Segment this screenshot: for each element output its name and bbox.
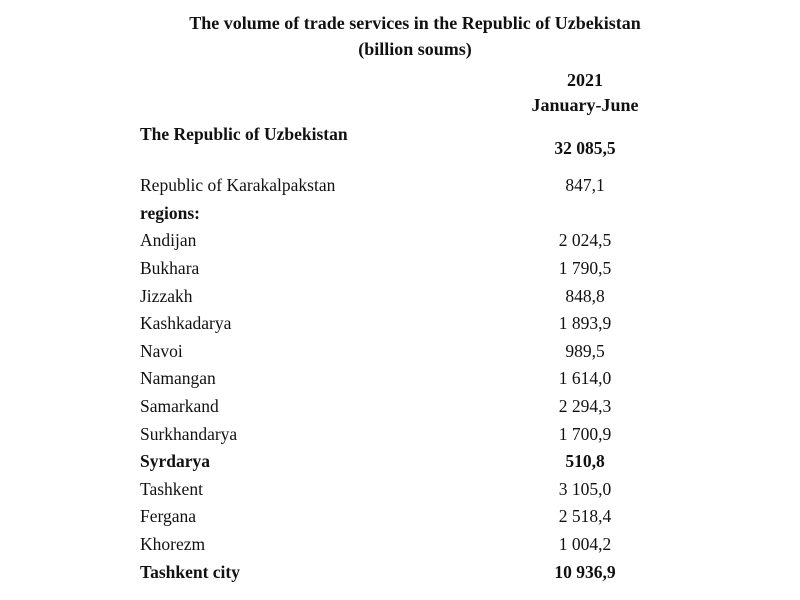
row-value: 2 024,5 bbox=[558, 230, 612, 251]
table-body: The Republic of Uzbekistan 32 085,5 Republ… bbox=[140, 120, 710, 586]
row-value: 3 105,0 bbox=[558, 478, 612, 499]
table-row: Navoi 989,5 bbox=[140, 338, 710, 366]
row-label: Navoi bbox=[140, 340, 183, 361]
row-label: Republic of Karakalpakstan bbox=[140, 175, 336, 196]
row-label: Tashkent bbox=[140, 478, 203, 499]
row-value: 2 294,3 bbox=[558, 396, 612, 417]
row-label: Samarkand bbox=[140, 396, 219, 417]
row-value: 989,5 bbox=[565, 340, 605, 361]
row-label: The Republic of Uzbekistan bbox=[140, 124, 348, 144]
row-label: Surkhandarya bbox=[140, 423, 238, 444]
row-label: Fergana bbox=[140, 506, 197, 527]
row-label: Namangan bbox=[140, 368, 216, 389]
row-label: Khorezm bbox=[140, 534, 206, 555]
table-row: Surkhandarya 1 700,9 bbox=[140, 420, 710, 448]
value-column-header: 2021 January-June bbox=[460, 68, 710, 118]
table-row: regions: bbox=[140, 200, 710, 228]
page-subtitle: (billion soums) bbox=[358, 39, 472, 59]
table-row: Fergana 2 518,4 bbox=[140, 503, 710, 531]
row-value: 848,8 bbox=[565, 285, 605, 306]
table-row: Republic of Karakalpakstan 847,1 bbox=[140, 172, 710, 200]
page-title: The volume of trade services in the Repu… bbox=[189, 13, 641, 33]
row-label: Kashkadarya bbox=[140, 313, 232, 334]
row-value: 847,1 bbox=[565, 175, 605, 196]
column-header-spacer bbox=[140, 68, 460, 118]
column-header-period: January-June bbox=[531, 95, 639, 115]
column-header-row: 2021 January-June bbox=[140, 68, 710, 118]
column-header-year: 2021 bbox=[567, 70, 603, 90]
table-row: Khorezm 1 004,2 bbox=[140, 531, 710, 559]
row-value: 32 085,5 bbox=[554, 138, 616, 158]
table-row: Jizzakh 848,8 bbox=[140, 282, 710, 310]
row-value: 10 936,9 bbox=[554, 561, 616, 582]
row-label: Andijan bbox=[140, 230, 197, 251]
row-label: Bukhara bbox=[140, 258, 200, 279]
row-value: 510,8 bbox=[565, 451, 605, 472]
page-title-block: The volume of trade services in the Repu… bbox=[0, 0, 800, 62]
row-value: 1 004,2 bbox=[558, 534, 612, 555]
row-label: Jizzakh bbox=[140, 285, 193, 306]
row-value: 2 518,4 bbox=[558, 506, 612, 527]
table-row: Tashkent 3 105,0 bbox=[140, 476, 710, 504]
table-row: Kashkadarya 1 893,9 bbox=[140, 310, 710, 338]
table-row: Namangan 1 614,0 bbox=[140, 365, 710, 393]
table-row: Samarkand 2 294,3 bbox=[140, 393, 710, 421]
row-value: 1 700,9 bbox=[558, 423, 612, 444]
row-value: 1 790,5 bbox=[558, 258, 612, 279]
table-row: Syrdarya 510,8 bbox=[140, 448, 710, 476]
table-row: The Republic of Uzbekistan 32 085,5 bbox=[140, 120, 710, 172]
row-label: Tashkent city bbox=[140, 561, 241, 582]
table: 2021 January-June The Republic of Uzbeki… bbox=[140, 68, 710, 586]
row-value: 1 893,9 bbox=[558, 313, 612, 334]
table-row: Tashkent city 10 936,9 bbox=[140, 558, 710, 586]
row-label: Syrdarya bbox=[140, 451, 210, 472]
table-row: Andijan 2 024,5 bbox=[140, 227, 710, 255]
row-label: regions: bbox=[140, 202, 200, 223]
table-row: Bukhara 1 790,5 bbox=[140, 255, 710, 283]
row-value: 1 614,0 bbox=[558, 368, 612, 389]
